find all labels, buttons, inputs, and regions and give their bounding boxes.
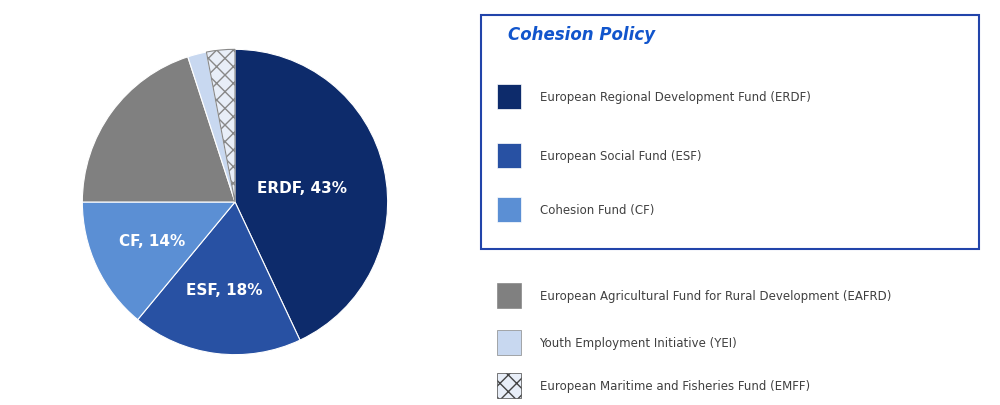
Text: European Maritime and Fisheries Fund (EMFF): European Maritime and Fisheries Fund (EM… xyxy=(540,379,810,392)
Text: Cohesion Fund (CF): Cohesion Fund (CF) xyxy=(540,204,654,217)
Text: Youth Employment Initiative (YEI): Youth Employment Initiative (YEI) xyxy=(540,336,737,349)
Bar xyxy=(497,198,521,223)
Wedge shape xyxy=(82,202,235,320)
Wedge shape xyxy=(188,53,235,202)
Text: CF, 14%: CF, 14% xyxy=(119,234,185,249)
Wedge shape xyxy=(206,50,235,202)
Bar xyxy=(497,85,521,110)
Bar xyxy=(481,16,979,249)
Bar xyxy=(497,283,521,309)
Text: European Regional Development Fund (ERDF): European Regional Development Fund (ERDF… xyxy=(540,91,810,104)
Text: European Agricultural Fund for Rural Development (EAFRD): European Agricultural Fund for Rural Dev… xyxy=(540,289,891,302)
Bar xyxy=(497,373,521,398)
Text: European Social Fund (ESF): European Social Fund (ESF) xyxy=(540,149,701,162)
Wedge shape xyxy=(235,50,388,340)
Text: Cohesion Policy: Cohesion Policy xyxy=(508,26,655,44)
Text: ERDF, 43%: ERDF, 43% xyxy=(257,180,347,195)
Bar xyxy=(497,330,521,355)
Wedge shape xyxy=(82,58,235,202)
Text: ESF, 18%: ESF, 18% xyxy=(186,283,262,298)
Bar xyxy=(497,143,521,168)
Wedge shape xyxy=(138,202,300,355)
